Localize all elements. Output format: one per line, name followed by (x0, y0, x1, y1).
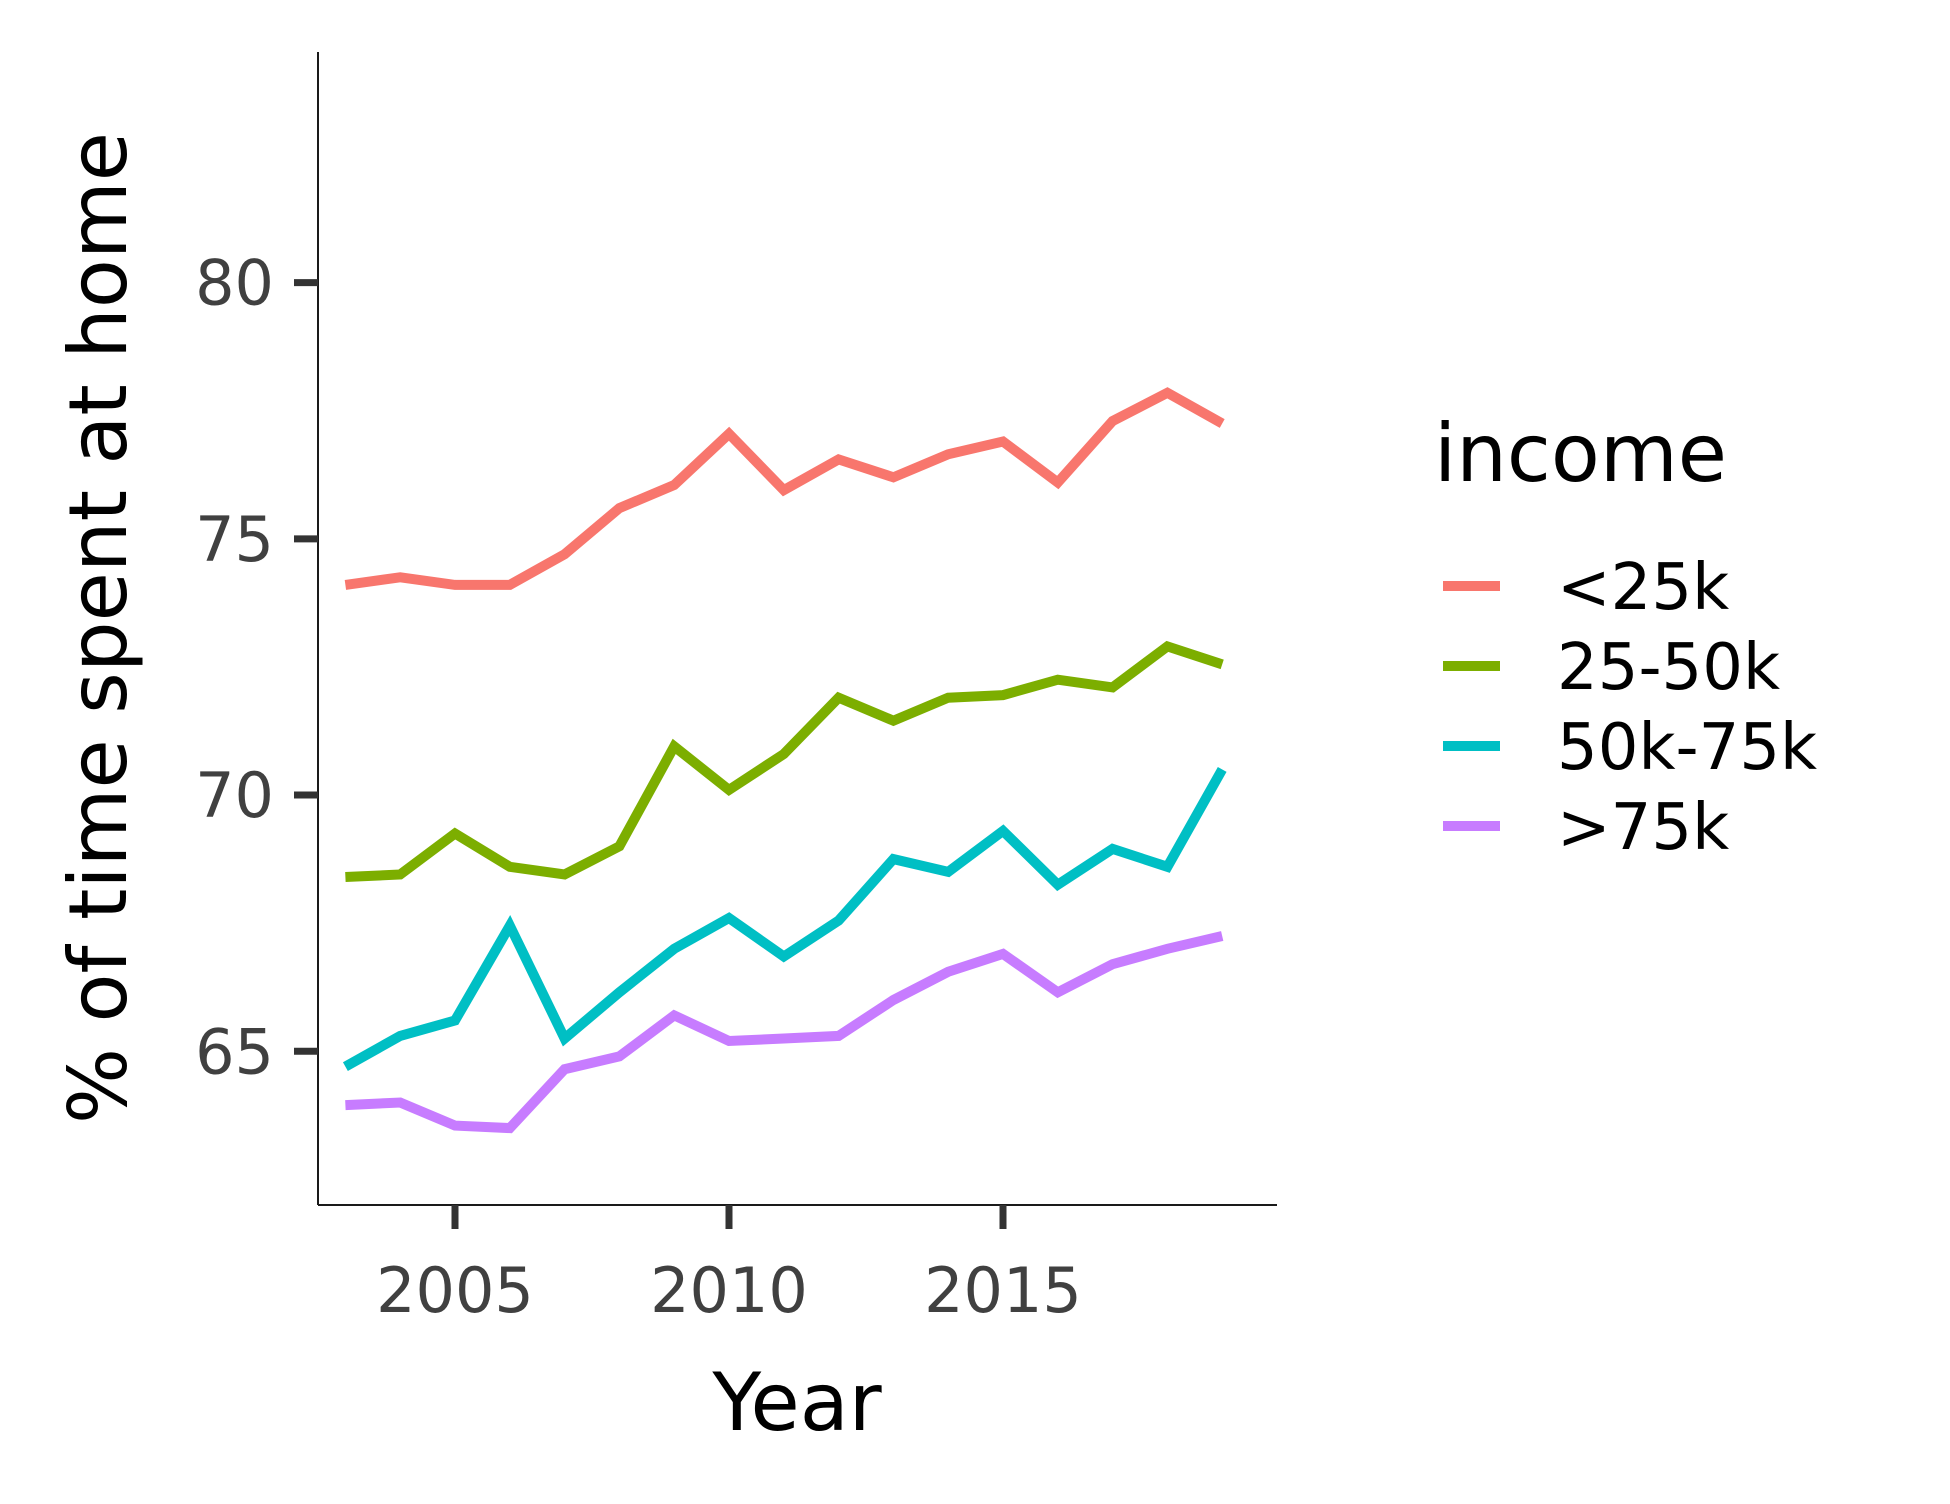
y-tick-label: 65 (195, 1015, 274, 1088)
series-line-0 (344, 387, 1225, 590)
y-tick-label: 70 (195, 759, 274, 832)
series-line-2 (342, 766, 1227, 1071)
axes (317, 52, 1277, 1206)
y-tick-label: 80 (195, 247, 274, 320)
series-line-1 (345, 640, 1224, 882)
y-tick-label: 75 (195, 503, 274, 576)
plot-lines (342, 387, 1227, 1134)
legend-label-2: 50k-75k (1557, 711, 1817, 785)
x-tick-label: 2015 (924, 1254, 1082, 1327)
x-tick-label: 2010 (650, 1254, 808, 1327)
y-axis-title: % of time spent at home (52, 132, 145, 1124)
legend-label-3: >75k (1557, 791, 1729, 865)
x-axis-title: Year (711, 1356, 881, 1449)
series-line-3 (345, 931, 1224, 1134)
x-tick-label: 2005 (376, 1254, 534, 1327)
legend-title: income (1434, 407, 1727, 500)
x-ticks: 2005 2010 2015 (376, 1205, 1082, 1327)
legend-label-1: 25-50k (1557, 631, 1780, 705)
legend-label-0: <25k (1557, 551, 1729, 625)
y-ticks: 65 70 75 80 (195, 247, 318, 1088)
